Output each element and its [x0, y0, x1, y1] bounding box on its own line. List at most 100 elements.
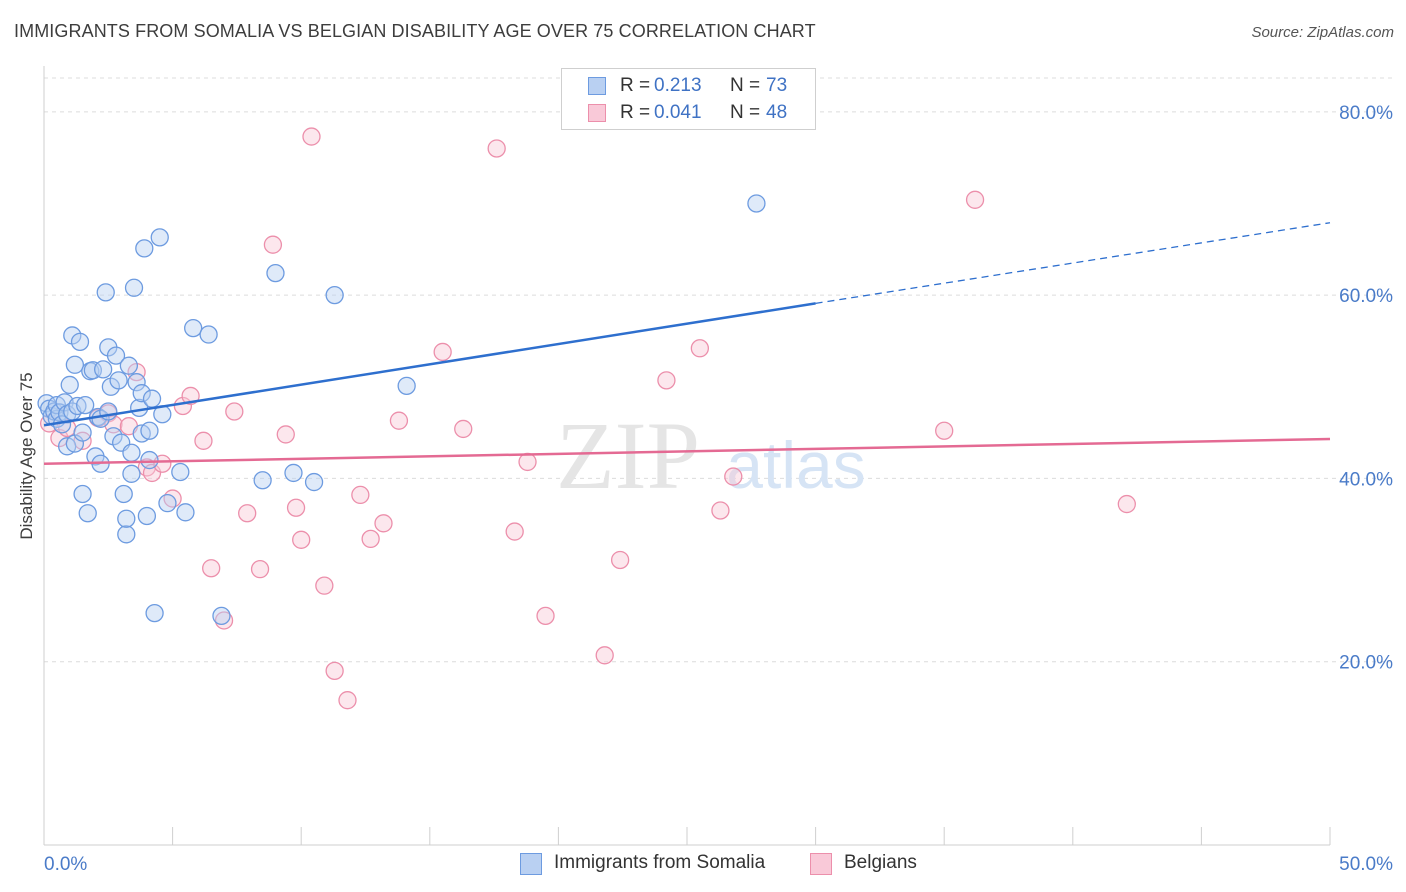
y-tick-label: 20.0%	[1339, 653, 1393, 674]
somalia-point	[284, 463, 303, 483]
grid-lines	[44, 77, 1393, 663]
series-name-belgians: Belgians	[844, 852, 917, 873]
somalia-point	[96, 283, 115, 302]
belgians-point	[389, 411, 409, 430]
correlation-legend: R = 0.213 N = 73 R = 0.041 N = 48	[561, 68, 816, 130]
belgians-point	[935, 421, 954, 440]
somalia-point	[253, 471, 272, 490]
belgians-point	[1117, 494, 1136, 514]
trend-lines	[43, 222, 1331, 465]
somalia-point	[304, 472, 324, 492]
legend-r-value: 0.213	[654, 75, 702, 96]
belgians-point	[505, 522, 524, 541]
somalia-point	[127, 373, 146, 392]
somalia-point	[68, 396, 87, 416]
somalia-point	[117, 525, 136, 544]
belgians-point	[374, 514, 393, 533]
legend-n-label: N =	[730, 102, 761, 123]
somalia-point	[94, 360, 113, 379]
series-swatch-belgians	[810, 853, 832, 875]
somalia-point	[140, 450, 159, 470]
belgians-point	[194, 431, 213, 450]
y-tick-label: 80.0%	[1339, 103, 1393, 124]
belgians-point	[292, 530, 311, 549]
somalia-point	[132, 384, 151, 403]
belgians-point	[711, 501, 730, 520]
somalia-point	[158, 494, 177, 513]
somalia-point	[73, 423, 92, 442]
x-tick-label: 50.0%	[1339, 854, 1393, 875]
y-tick-label: 40.0%	[1339, 469, 1393, 490]
somalia-point	[109, 371, 128, 390]
legend-swatch-belgians	[588, 104, 606, 122]
belgians-point	[338, 691, 357, 710]
legend-n-label: N =	[730, 75, 761, 96]
somalia-point	[117, 509, 136, 528]
somalia-point	[70, 332, 90, 352]
x-tick-label: 0.0%	[44, 854, 87, 875]
belgians-point	[518, 452, 537, 472]
somalia-point	[325, 285, 344, 305]
somalia-point	[199, 325, 218, 344]
belgians-trend-line	[43, 437, 1331, 465]
somalia-point	[73, 484, 92, 504]
series-swatch-somalia	[520, 853, 542, 875]
belgians-point	[225, 402, 244, 421]
somalia-point	[99, 402, 118, 421]
belgians-point	[238, 504, 257, 523]
somalia-point	[60, 375, 79, 395]
y-tick-label: 60.0%	[1339, 286, 1393, 307]
axes	[43, 66, 1331, 846]
belgians-point	[361, 529, 380, 549]
somalia-point	[145, 603, 164, 623]
somalia-point	[106, 346, 126, 365]
source-label: Source: ZipAtlas.com	[1251, 24, 1394, 41]
belgians-point	[433, 342, 452, 362]
somalia-point	[78, 504, 97, 523]
legend-n-value: 73	[766, 75, 788, 96]
somalia-point	[135, 239, 154, 258]
somalia-point	[76, 395, 95, 415]
somalia-point	[65, 355, 85, 374]
data-points	[37, 127, 1136, 710]
somalia-point	[747, 194, 766, 213]
chart-title: IMMIGRANTS FROM SOMALIA VS BELGIAN DISAB…	[14, 21, 816, 41]
belgians-point	[965, 190, 985, 209]
legend-r-value: 0.041	[654, 102, 702, 123]
legend-swatch-somalia	[588, 77, 606, 95]
somalia-point	[122, 464, 141, 483]
belgians-point	[137, 458, 157, 477]
belgians-point	[351, 485, 370, 505]
somalia-point	[266, 263, 285, 283]
belgians-point	[302, 127, 321, 146]
belgians-point	[325, 661, 344, 681]
somalia-trend-line	[43, 302, 816, 427]
watermark-atlas: atlas	[726, 428, 865, 502]
somalia-point	[212, 606, 231, 626]
watermark-zip: ZIP	[556, 402, 700, 509]
belgians-point	[657, 371, 676, 390]
somalia-trend-extension	[815, 222, 1331, 305]
belgians-point	[276, 425, 295, 444]
somalia-point	[137, 506, 157, 526]
series-name-somalia: Immigrants from Somalia	[554, 852, 766, 873]
belgians-point	[454, 419, 473, 439]
somalia-point	[171, 462, 190, 482]
somalia-point	[119, 356, 139, 375]
belgians-point	[263, 235, 283, 254]
belgians-point	[690, 339, 710, 358]
legend-r-label: R =	[620, 75, 651, 96]
somalia-point	[176, 503, 195, 522]
belgians-point	[487, 139, 506, 158]
legend-n-value: 48	[766, 102, 788, 123]
somalia-point	[142, 389, 162, 408]
somalia-point	[122, 443, 141, 462]
belgians-point	[595, 646, 614, 665]
belgians-point	[536, 606, 555, 626]
belgians-point	[315, 576, 334, 595]
belgians-point	[202, 559, 221, 578]
belgians-point	[250, 559, 270, 579]
watermark: ZIP atlas	[556, 402, 866, 509]
belgians-point	[610, 550, 630, 570]
